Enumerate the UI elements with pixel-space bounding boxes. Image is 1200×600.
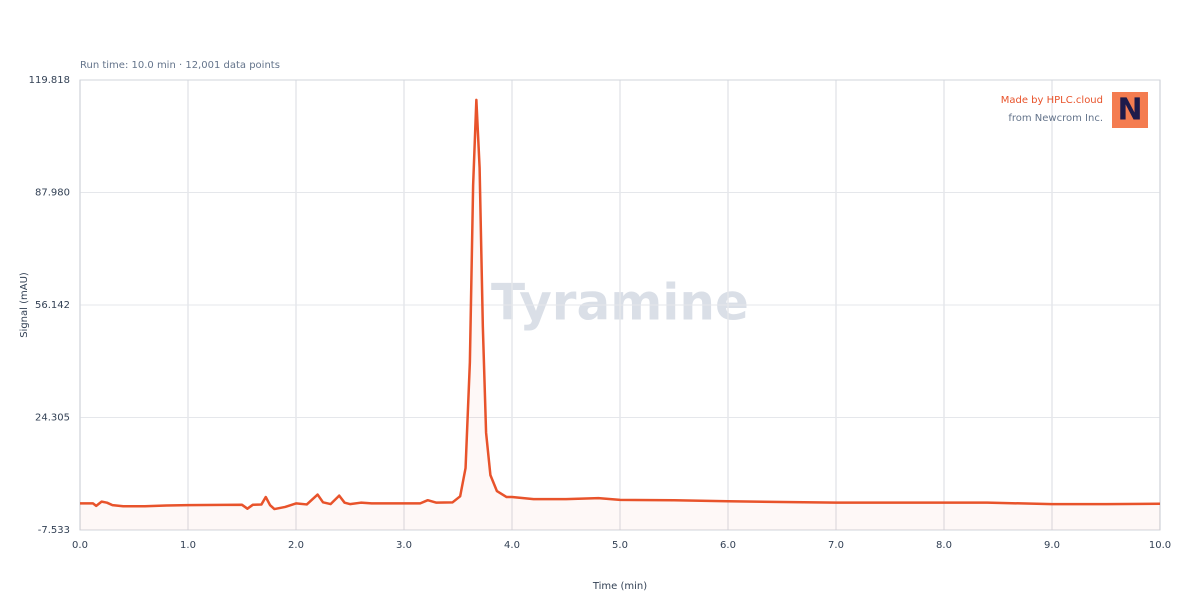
logo: N [1117, 93, 1142, 128]
y-tick-label: 87.980 [35, 188, 70, 199]
x-tick-label: 6.0 [720, 540, 736, 551]
plot-border [79, 79, 1161, 531]
logo-box [1112, 92, 1148, 128]
y-tick-label: 119.818 [29, 75, 70, 86]
x-tick-label: 2.0 [288, 540, 304, 551]
y-axis-title: Signal (mAU) [19, 272, 30, 338]
x-tick-label: 10.0 [1149, 540, 1171, 551]
y-tick-label: 24.305 [35, 412, 70, 423]
x-tick-label: 4.0 [504, 540, 520, 551]
x-tick-label: 0.0 [72, 540, 88, 551]
x-tick-label: 5.0 [612, 540, 628, 551]
x-axis-title: Time (min) [592, 581, 647, 592]
y-tick-label: -7.533 [38, 525, 70, 536]
brand-line: Made by HPLC.cloud [1001, 95, 1103, 106]
y-tick-label: 56.142 [35, 300, 70, 311]
x-tick-label: 3.0 [396, 540, 412, 551]
x-tick-label: 1.0 [180, 540, 196, 551]
x-tick-label: 7.0 [828, 540, 844, 551]
subtitle: Run time: 10.0 min · 12,001 data points [80, 60, 280, 71]
brand-line: from Newcrom Inc. [1008, 113, 1103, 124]
x-tick-label: 8.0 [936, 540, 952, 551]
signal-line [80, 98, 1161, 511]
x-tick-label: 9.0 [1044, 540, 1060, 551]
